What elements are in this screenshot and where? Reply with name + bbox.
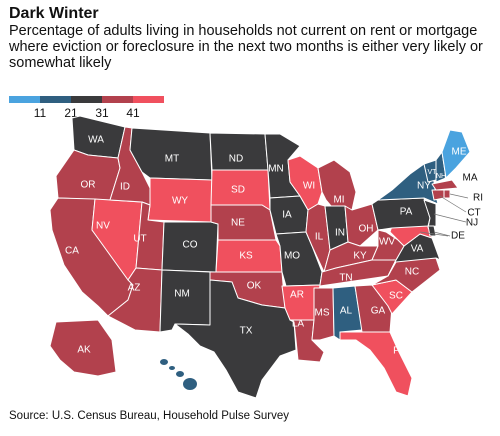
state-or	[55, 149, 121, 201]
legend-swatch-4	[102, 96, 133, 103]
label-mi: MI	[333, 195, 344, 206]
legend-tick: 21	[64, 106, 78, 120]
legend-tick: 41	[126, 106, 140, 120]
label-wa: WA	[88, 135, 104, 146]
label-in: IN	[335, 228, 345, 239]
label-ma: MA	[463, 173, 478, 184]
state-nm	[159, 269, 211, 333]
label-la: LA	[292, 319, 305, 330]
state-tx	[174, 279, 297, 399]
label-nj: NJ	[466, 218, 478, 229]
state-hi	[160, 359, 197, 390]
source-note: Source: U.S. Census Bureau, Household Pu…	[9, 410, 289, 422]
label-or: OR	[81, 180, 96, 191]
label-wv: WV	[379, 237, 395, 248]
color-legend: 11 21 31 41	[9, 96, 169, 122]
label-nh: NH	[436, 173, 446, 180]
legend-swatch-3	[71, 96, 102, 103]
label-co: CO	[183, 240, 198, 251]
state-fl	[339, 331, 413, 397]
label-ar: AR	[290, 290, 304, 301]
legend-swatch-5	[133, 96, 164, 103]
label-tx: TX	[240, 326, 253, 337]
label-nm: NM	[174, 289, 190, 300]
label-az: AZ	[128, 283, 141, 294]
label-ak: AK	[77, 345, 91, 356]
state-ct	[431, 189, 445, 201]
us-choropleth-map: WA OR CA NV ID MT WY UT AZ CO NM ND SD N…	[49, 115, 483, 399]
label-ut: UT	[133, 234, 146, 245]
label-oh: OH	[359, 224, 374, 235]
label-wi: WI	[303, 181, 315, 192]
state-ma	[431, 179, 459, 191]
label-al: AL	[340, 306, 353, 317]
legend-swatch-2	[40, 96, 71, 103]
label-va: VA	[411, 244, 424, 255]
label-ia: IA	[282, 210, 292, 221]
state-wv	[371, 229, 405, 261]
label-ri: RI	[473, 193, 483, 204]
label-wy: WY	[172, 196, 188, 207]
state-ak	[49, 319, 117, 377]
label-de: DE	[451, 231, 465, 242]
legend-swatch-1	[9, 96, 40, 103]
label-ct: CT	[467, 208, 480, 219]
leader-lines	[419, 193, 469, 237]
label-ny: NY	[417, 181, 431, 192]
chart-title: Dark Winter	[9, 5, 99, 22]
label-sd: SD	[231, 185, 245, 196]
label-fl: FL	[393, 346, 405, 357]
label-me: ME	[452, 147, 467, 158]
state-de	[427, 225, 437, 237]
label-mo: MO	[284, 251, 300, 262]
label-ks: KS	[239, 251, 253, 262]
label-tn: TN	[339, 273, 352, 284]
label-ky: KY	[353, 251, 367, 262]
label-mn: MN	[268, 164, 284, 175]
label-id: ID	[120, 182, 130, 193]
label-il: IL	[315, 232, 324, 243]
label-ga: GA	[371, 306, 386, 317]
chart-subtitle: Percentage of adults living in household…	[9, 23, 483, 71]
label-nd: ND	[229, 154, 243, 165]
label-ne: NE	[231, 218, 245, 229]
label-ok: OK	[247, 281, 262, 292]
label-ms: MS	[315, 308, 330, 319]
label-nv: NV	[96, 221, 110, 232]
legend-tick: 31	[95, 106, 109, 120]
legend-tick: 11	[33, 106, 47, 120]
state-ri	[443, 189, 451, 199]
label-sc: SC	[389, 291, 403, 302]
label-nc: NC	[405, 267, 419, 278]
label-vt: VT	[428, 169, 438, 176]
label-pa: PA	[400, 207, 413, 218]
state-me	[441, 129, 471, 179]
label-ca: CA	[65, 246, 79, 257]
label-mt: MT	[165, 154, 179, 165]
